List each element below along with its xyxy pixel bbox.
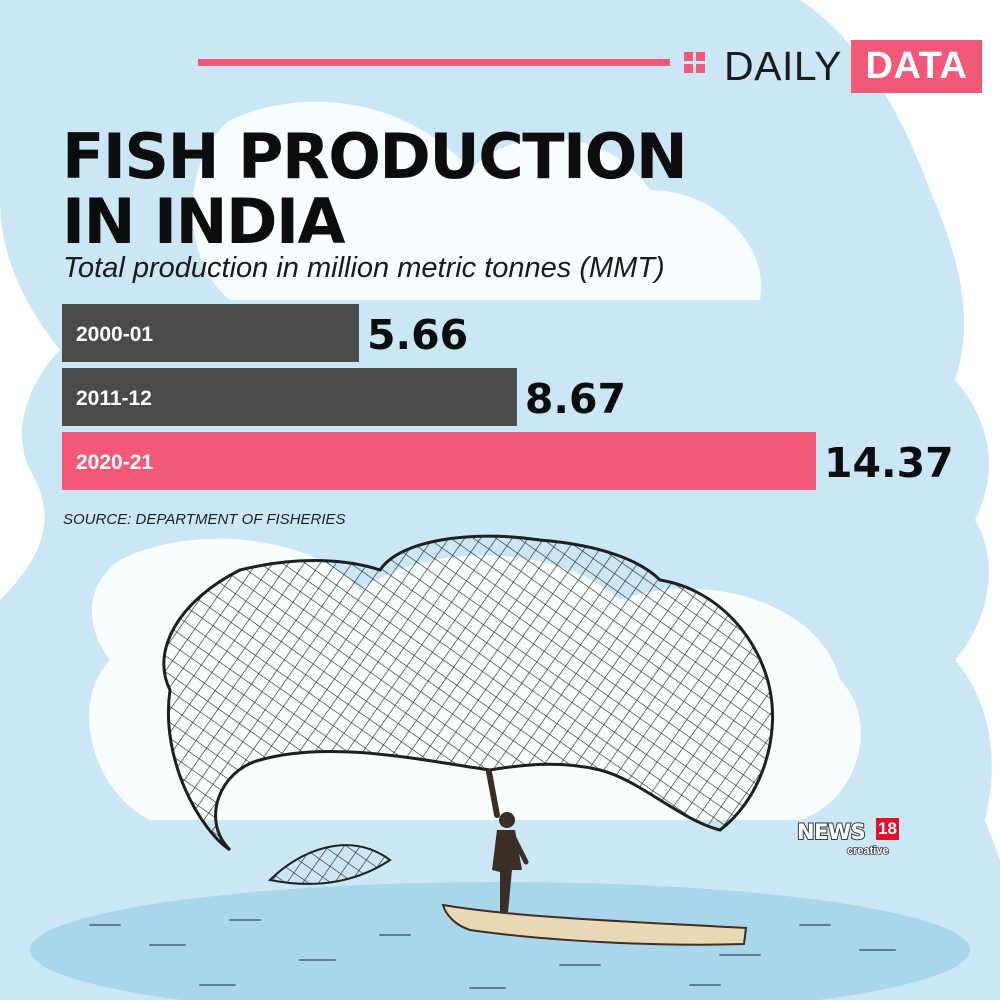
value-label: 8.67: [525, 375, 626, 423]
news18-logo: NEWS 18 creative: [796, 818, 907, 862]
logo-wordmark: NEWS: [796, 819, 867, 845]
chart-subtitle: Total production in million metric tonne…: [63, 252, 665, 284]
water-surface: [30, 882, 970, 1000]
value-label: 14.37: [824, 439, 954, 487]
title-line-1: FISH PRODUCTION: [62, 120, 688, 193]
category-label: 2000-01: [76, 323, 153, 346]
brand-badge: DATA: [851, 40, 982, 93]
net-fold: [267, 844, 392, 885]
logo-number: 18: [876, 818, 899, 840]
grid-squares-icon: [684, 52, 706, 74]
category-label: 2011-12: [76, 387, 152, 410]
brand-word: DAILY: [724, 43, 842, 89]
bar-2000-01: [62, 304, 359, 362]
bar-2011-12: [62, 368, 517, 426]
cloud-highlight: [192, 101, 762, 300]
title-line-2: IN INDIA: [62, 185, 346, 258]
fisherman-illustration: [486, 769, 529, 912]
category-label: 2020-21: [76, 451, 153, 474]
chart-title: FISH PRODUCTION IN INDIA: [62, 120, 688, 258]
fishing-net-illustration: [162, 534, 775, 852]
boat-illustration: [441, 903, 748, 946]
source-note: SOURCE: DEPARTMENT OF FISHERIES: [63, 511, 346, 528]
bar-2020-21: [62, 432, 816, 490]
header-rule: [198, 59, 670, 66]
logo-tag: creative: [846, 844, 889, 858]
value-label: 5.66: [367, 311, 468, 359]
